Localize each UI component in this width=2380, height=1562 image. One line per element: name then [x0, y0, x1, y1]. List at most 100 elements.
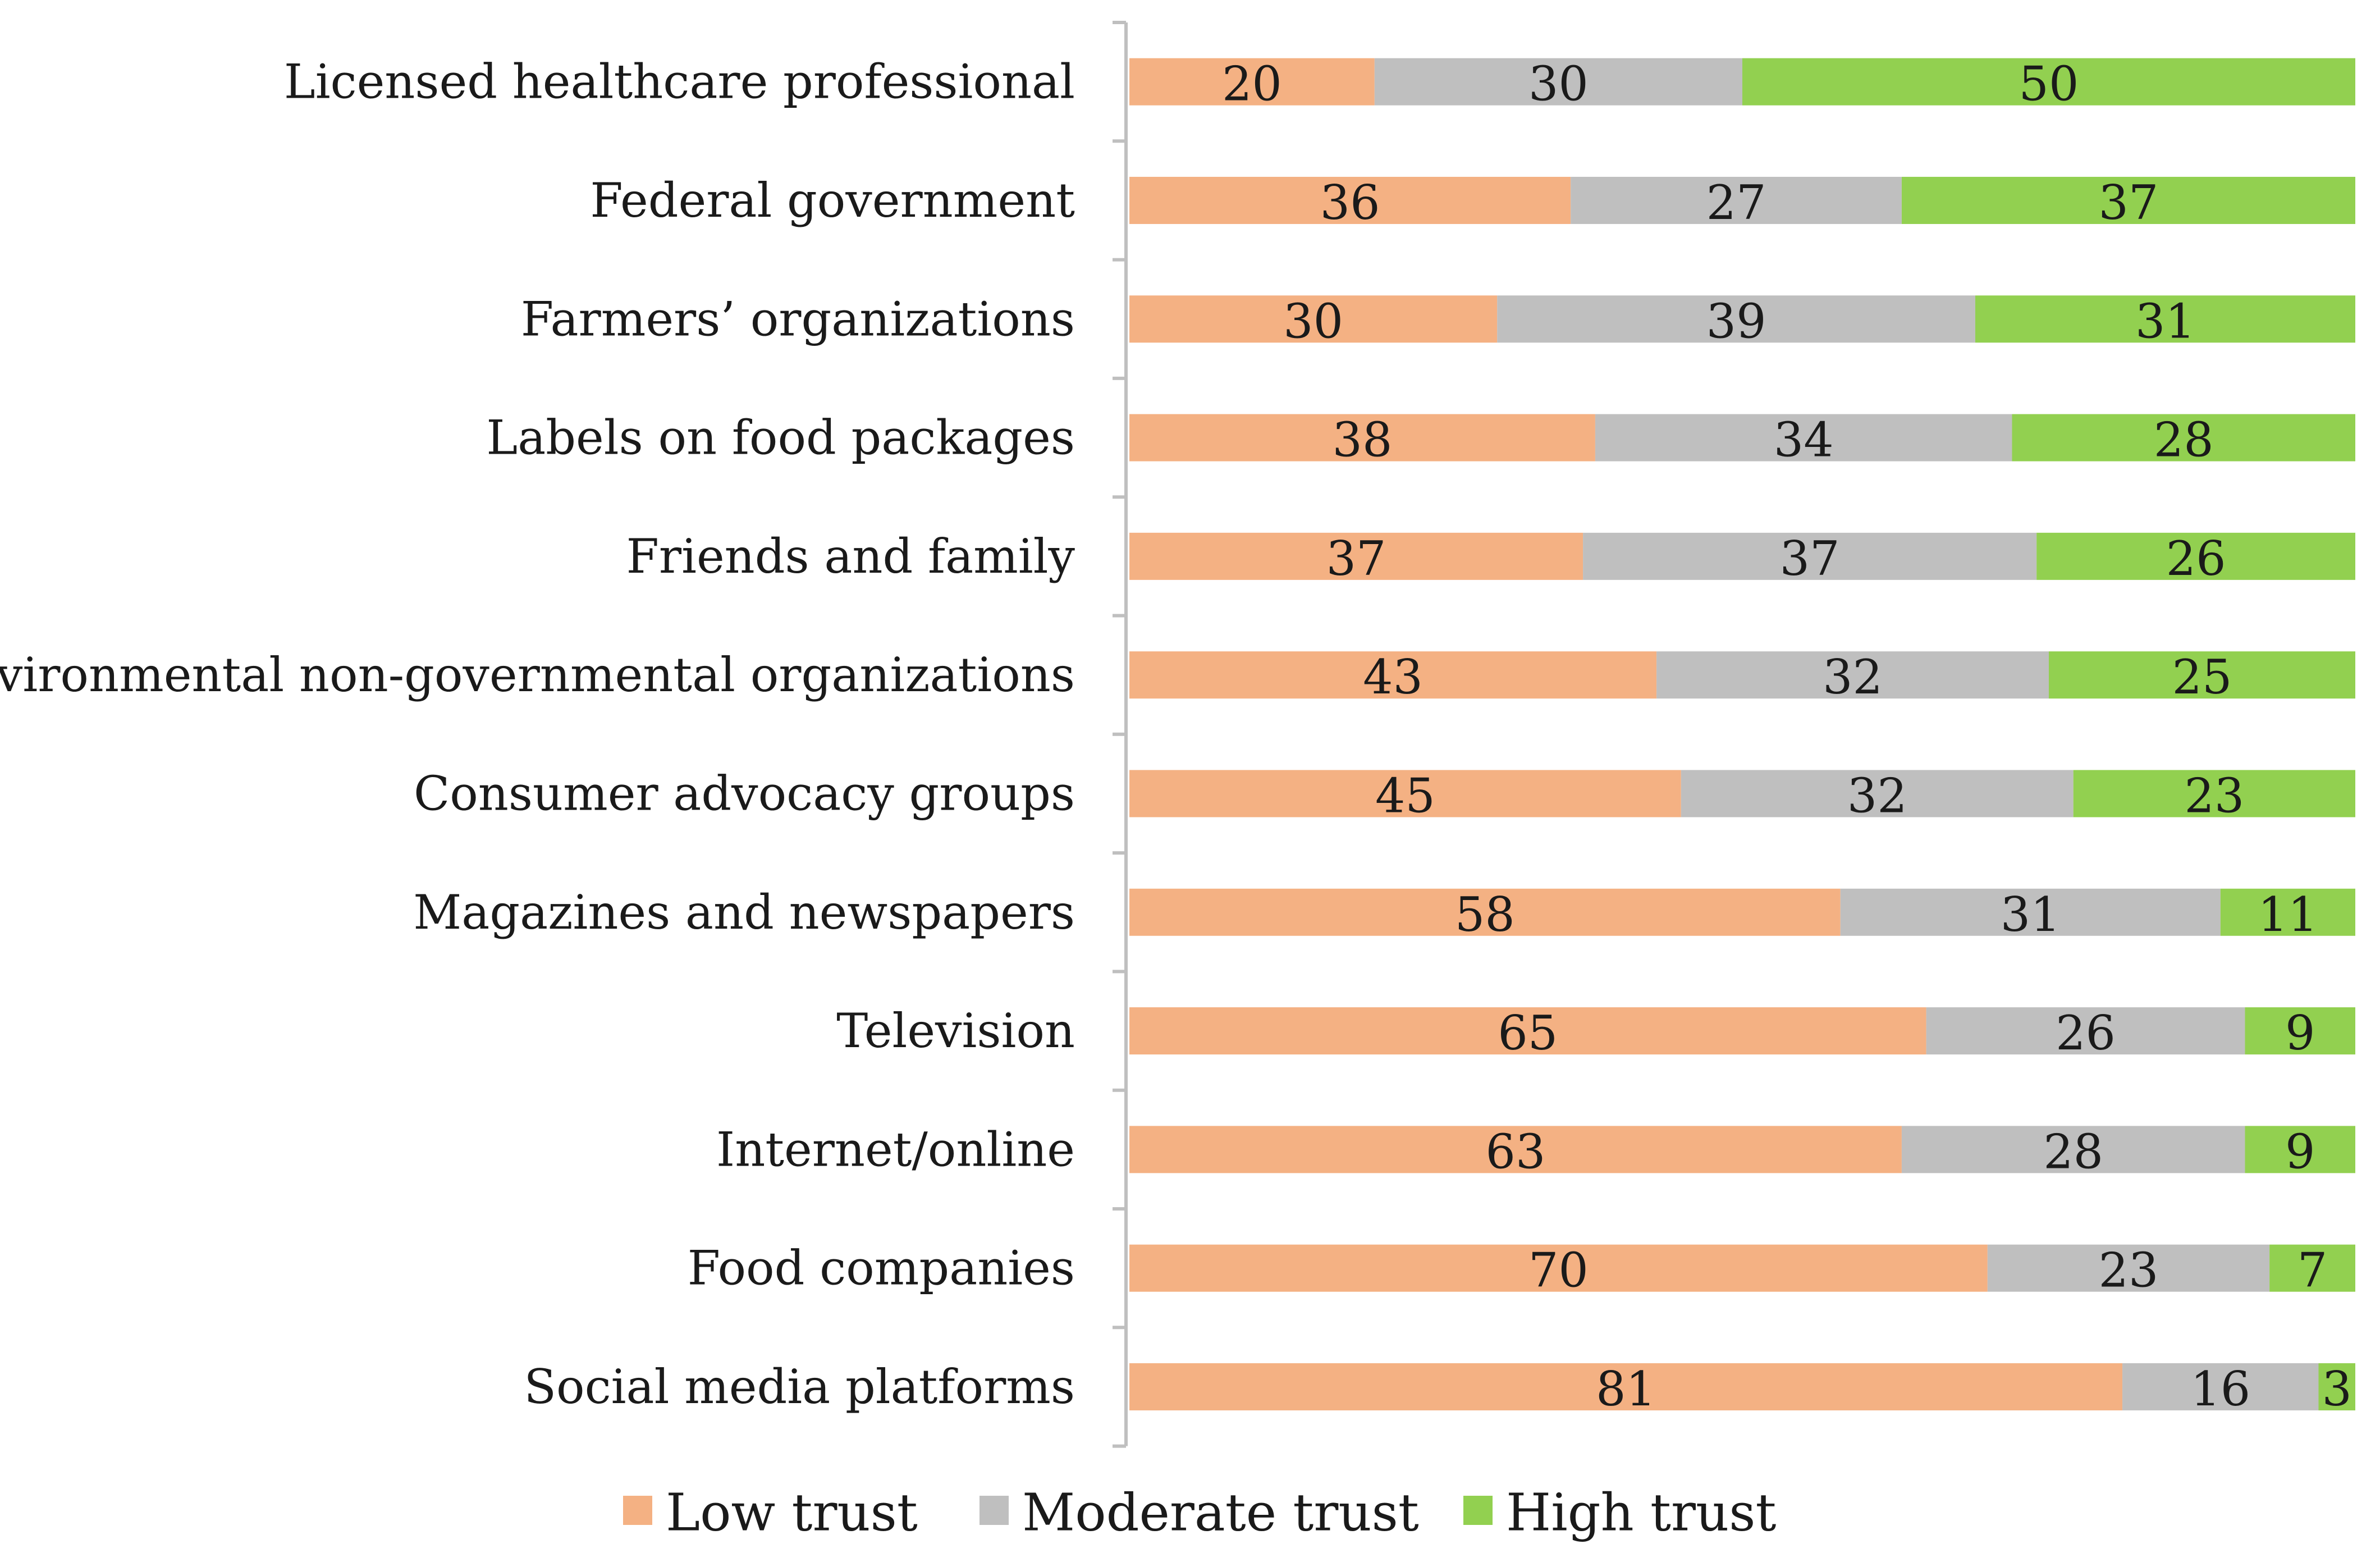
bar-segment-high-trust: [1901, 176, 2355, 224]
bar-segment-moderate-trust: [1571, 176, 1902, 224]
data-label-low-trust: 37: [1326, 531, 1386, 586]
bar-segment-moderate-trust: [1681, 770, 2074, 817]
bar-row-friends-and-family: 37 37 26: [1129, 531, 2355, 586]
bar-segment-high-trust: [2245, 1126, 2355, 1173]
bar-segment-moderate-trust: [1583, 532, 2037, 580]
category-labels: Licensed healthcare professional Federal …: [0, 54, 1075, 1414]
data-label-high-trust: 31: [2135, 294, 2195, 349]
bar-row-food-companies: 70 23 7: [1129, 1243, 2355, 1298]
category-label: Labels on food packages: [486, 410, 1075, 465]
data-label-low-trust: 45: [1375, 768, 1435, 823]
category-axis: [1113, 21, 1128, 1448]
bar-row-environmental-non-governmental-organizations: 43 32 25: [1129, 650, 2355, 705]
category-label: Licensed healthcare professional: [284, 54, 1075, 109]
bar-segment-moderate-trust: [1374, 58, 1742, 106]
data-label-moderate-trust: 39: [1706, 294, 1766, 349]
bar-segment-moderate-trust: [1656, 651, 2049, 699]
bar-row-television: 65 26 9: [1129, 1006, 2355, 1061]
data-label-low-trust: 30: [1283, 294, 1343, 349]
data-label-low-trust: 20: [1222, 57, 1282, 112]
data-label-moderate-trust: 30: [1528, 57, 1589, 112]
bar-segment-high-trust: [2220, 888, 2355, 936]
data-label-high-trust: 50: [2019, 57, 2079, 112]
data-label-low-trust: 43: [1363, 650, 1423, 705]
bar-segment-low-trust: [1129, 58, 1375, 106]
data-label-moderate-trust: 34: [1774, 413, 1834, 468]
data-label-moderate-trust: 37: [1780, 531, 1840, 586]
legend-swatch: [980, 1496, 1009, 1525]
category-label: Internet/online: [716, 1122, 1075, 1177]
legend-swatch: [623, 1496, 652, 1525]
category-label: Social media platforms: [524, 1359, 1075, 1414]
data-label-moderate-trust: 23: [2099, 1243, 2159, 1298]
data-label-low-trust: 63: [1486, 1124, 1546, 1179]
legend: Low trust Moderate trust High trust: [623, 1483, 1776, 1543]
data-label-moderate-trust: 27: [1706, 175, 1766, 230]
bar-segment-high-trust: [2269, 1244, 2355, 1292]
bar-segment-moderate-trust: [1926, 1007, 2245, 1055]
bar-segment-low-trust: [1129, 295, 1498, 343]
category-label: Television: [836, 1003, 1075, 1058]
bar-segment-high-trust: [2318, 1363, 2355, 1410]
bar-segment-low-trust: [1129, 176, 1571, 224]
data-label-moderate-trust: 32: [1847, 768, 1907, 823]
bar-segment-high-trust: [2012, 414, 2355, 462]
category-label: Food companies: [688, 1241, 1075, 1296]
bar-segment-high-trust: [2073, 770, 2355, 817]
legend-item-moderate-trust: Moderate trust: [980, 1483, 1419, 1543]
data-label-moderate-trust: 16: [2190, 1362, 2250, 1417]
category-label: Environmental non-governmental organizat…: [0, 647, 1075, 702]
bar-segment-low-trust: [1129, 651, 1657, 699]
bar-segment-low-trust: [1129, 414, 1595, 462]
category-label: Friends and family: [626, 529, 1075, 584]
legend-item-high-trust: High trust: [1463, 1483, 1776, 1543]
bar-segment-moderate-trust: [1987, 1244, 2270, 1292]
bar-segment-high-trust: [2245, 1007, 2355, 1055]
data-label-high-trust: 7: [2297, 1243, 2327, 1298]
category-label: Magazines and newspapers: [413, 885, 1075, 940]
bar-row-consumer-advocacy-groups: 45 32 23: [1129, 768, 2355, 823]
bar-segment-moderate-trust: [1840, 888, 2221, 936]
bar-segment-low-trust: [1129, 770, 1681, 817]
data-label-moderate-trust: 32: [1823, 650, 1883, 705]
legend-label: Moderate trust: [1022, 1483, 1419, 1543]
bar-row-social-media-platforms: 81 16 3: [1129, 1362, 2355, 1417]
data-label-high-trust: 11: [2258, 887, 2318, 942]
bar-row-magazines-and-newspapers: 58 31 11: [1129, 887, 2355, 942]
data-label-high-trust: 3: [2322, 1362, 2352, 1417]
data-label-low-trust: 65: [1498, 1006, 1558, 1061]
data-label-low-trust: 70: [1528, 1243, 1589, 1298]
legend-label: High trust: [1506, 1483, 1776, 1543]
data-label-high-trust: 26: [2166, 531, 2226, 586]
legend-label: Low trust: [666, 1483, 918, 1543]
bar-segment-low-trust: [1129, 1007, 1926, 1055]
data-label-high-trust: 28: [2154, 413, 2214, 468]
data-label-low-trust: 58: [1455, 887, 1515, 942]
bar-segment-moderate-trust: [1901, 1126, 2245, 1173]
bar-segment-low-trust: [1129, 532, 1583, 580]
data-label-high-trust: 9: [2285, 1006, 2315, 1061]
bar-segment-low-trust: [1129, 1363, 2123, 1410]
category-label: Farmers’ organizations: [521, 291, 1075, 346]
bar-segment-low-trust: [1129, 1244, 1988, 1292]
data-label-high-trust: 25: [2172, 650, 2232, 705]
bar-segment-high-trust: [1975, 295, 2355, 343]
data-label-moderate-trust: 26: [2056, 1006, 2116, 1061]
bar-row-internet-online: 63 28 9: [1129, 1124, 2355, 1179]
bar-row-licensed-healthcare-professional: 20 30 50: [1129, 57, 2355, 112]
data-label-low-trust: 36: [1320, 175, 1380, 230]
bar-row-farmers-organizations: 30 39 31: [1129, 294, 2355, 349]
data-label-low-trust: 81: [1596, 1362, 1656, 1417]
data-label-low-trust: 38: [1333, 413, 1393, 468]
bar-segment-moderate-trust: [1595, 414, 2012, 462]
legend-swatch: [1463, 1496, 1493, 1525]
data-label-high-trust: 37: [2099, 175, 2159, 230]
bar-segment-high-trust: [1742, 58, 2355, 106]
data-label-high-trust: 9: [2285, 1124, 2315, 1179]
bar-segment-moderate-trust: [1497, 295, 1975, 343]
bar-segment-high-trust: [2049, 651, 2355, 699]
bar-segment-high-trust: [2036, 532, 2355, 580]
data-label-moderate-trust: 31: [2001, 887, 2061, 942]
